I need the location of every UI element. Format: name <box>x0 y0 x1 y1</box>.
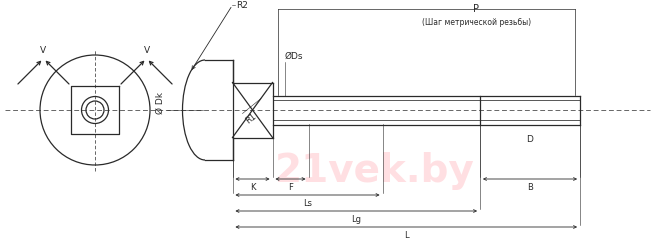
Text: P: P <box>474 4 479 14</box>
Text: (Шаг метрической резьбы): (Шаг метрической резьбы) <box>422 18 531 27</box>
Text: B: B <box>527 182 533 191</box>
Text: K: K <box>250 182 255 191</box>
Text: Ls: Ls <box>303 198 312 207</box>
Text: R1: R1 <box>244 111 258 125</box>
Text: Ø Dk: Ø Dk <box>156 92 165 114</box>
Text: V: V <box>143 46 149 55</box>
Text: D: D <box>527 134 533 143</box>
Text: Lg: Lg <box>351 214 362 223</box>
Text: 21vek.by: 21vek.by <box>275 152 475 189</box>
Text: R2: R2 <box>236 2 248 11</box>
Text: L: L <box>404 230 409 239</box>
Text: ØDs: ØDs <box>285 51 303 60</box>
Text: V: V <box>41 46 47 55</box>
Text: F: F <box>288 182 293 191</box>
